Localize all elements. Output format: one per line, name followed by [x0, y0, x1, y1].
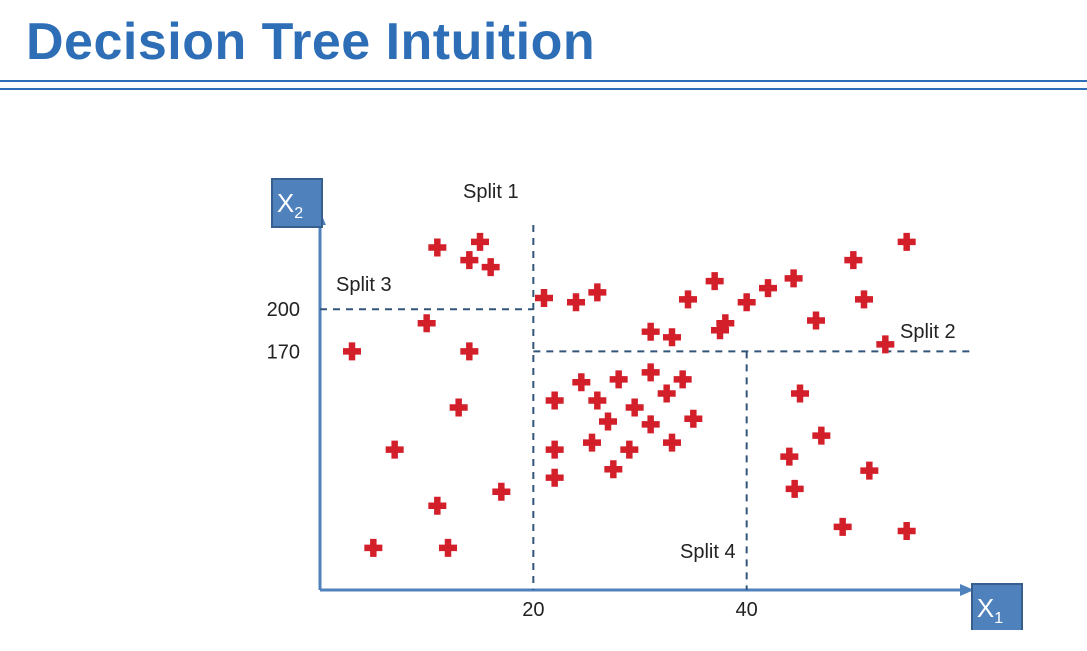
data-point: [428, 238, 446, 256]
data-point: [844, 251, 862, 269]
page-title: Decision Tree Intuition: [0, 0, 1087, 80]
data-point: [610, 370, 628, 388]
data-point: [588, 391, 606, 409]
data-point: [834, 518, 852, 536]
data-point: [418, 314, 436, 332]
data-point: [674, 370, 692, 388]
data-point: [679, 290, 697, 308]
data-point: [684, 410, 702, 428]
data-point: [450, 399, 468, 417]
scatter-chart: X2X1Split 1Split 2Split 3Split 420401702…: [0, 90, 1087, 630]
y-tick-170: 170: [267, 341, 300, 363]
data-point: [898, 522, 916, 540]
data-point: [599, 413, 617, 431]
data-point: [567, 293, 585, 311]
data-point: [546, 391, 564, 409]
data-point: [535, 289, 553, 307]
data-point: [460, 342, 478, 360]
data-point: [626, 399, 644, 417]
data-point: [386, 441, 404, 459]
data-point: [642, 323, 660, 341]
data-point: [343, 342, 361, 360]
title-divider: [0, 80, 1087, 90]
data-point: [738, 293, 756, 311]
data-point: [546, 441, 564, 459]
split-3-label: Split 3: [336, 274, 392, 296]
data-point: [471, 233, 489, 251]
data-point: [620, 441, 638, 459]
data-point: [460, 251, 478, 269]
data-point: [642, 363, 660, 381]
data-point: [658, 384, 676, 402]
split-2-label: Split 2: [900, 321, 956, 343]
data-point: [583, 434, 601, 452]
data-point: [812, 427, 830, 445]
data-point: [780, 448, 798, 466]
data-point: [785, 269, 803, 287]
data-point: [663, 434, 681, 452]
split-4-label: Split 4: [680, 541, 736, 563]
data-point: [706, 272, 724, 290]
data-point: [642, 415, 660, 433]
data-point: [855, 290, 873, 308]
data-point: [572, 373, 590, 391]
data-point: [482, 258, 500, 276]
data-point: [791, 384, 809, 402]
data-point: [546, 469, 564, 487]
data-point: [492, 483, 510, 501]
data-point: [428, 497, 446, 515]
data-point: [807, 311, 825, 329]
data-point: [588, 283, 606, 301]
chart-svg: X2X1Split 1Split 2Split 3Split 420401702…: [0, 90, 1087, 630]
data-point: [860, 462, 878, 480]
x-tick-20: 20: [522, 599, 544, 621]
data-point: [876, 335, 894, 353]
data-point: [898, 233, 916, 251]
data-point: [604, 460, 622, 478]
data-point: [759, 279, 777, 297]
data-point: [786, 480, 804, 498]
data-point: [364, 539, 382, 557]
y-tick-200: 200: [267, 299, 300, 321]
data-point: [663, 328, 681, 346]
x-tick-40: 40: [736, 599, 758, 621]
data-point: [439, 539, 457, 557]
split-1-label: Split 1: [463, 181, 519, 203]
